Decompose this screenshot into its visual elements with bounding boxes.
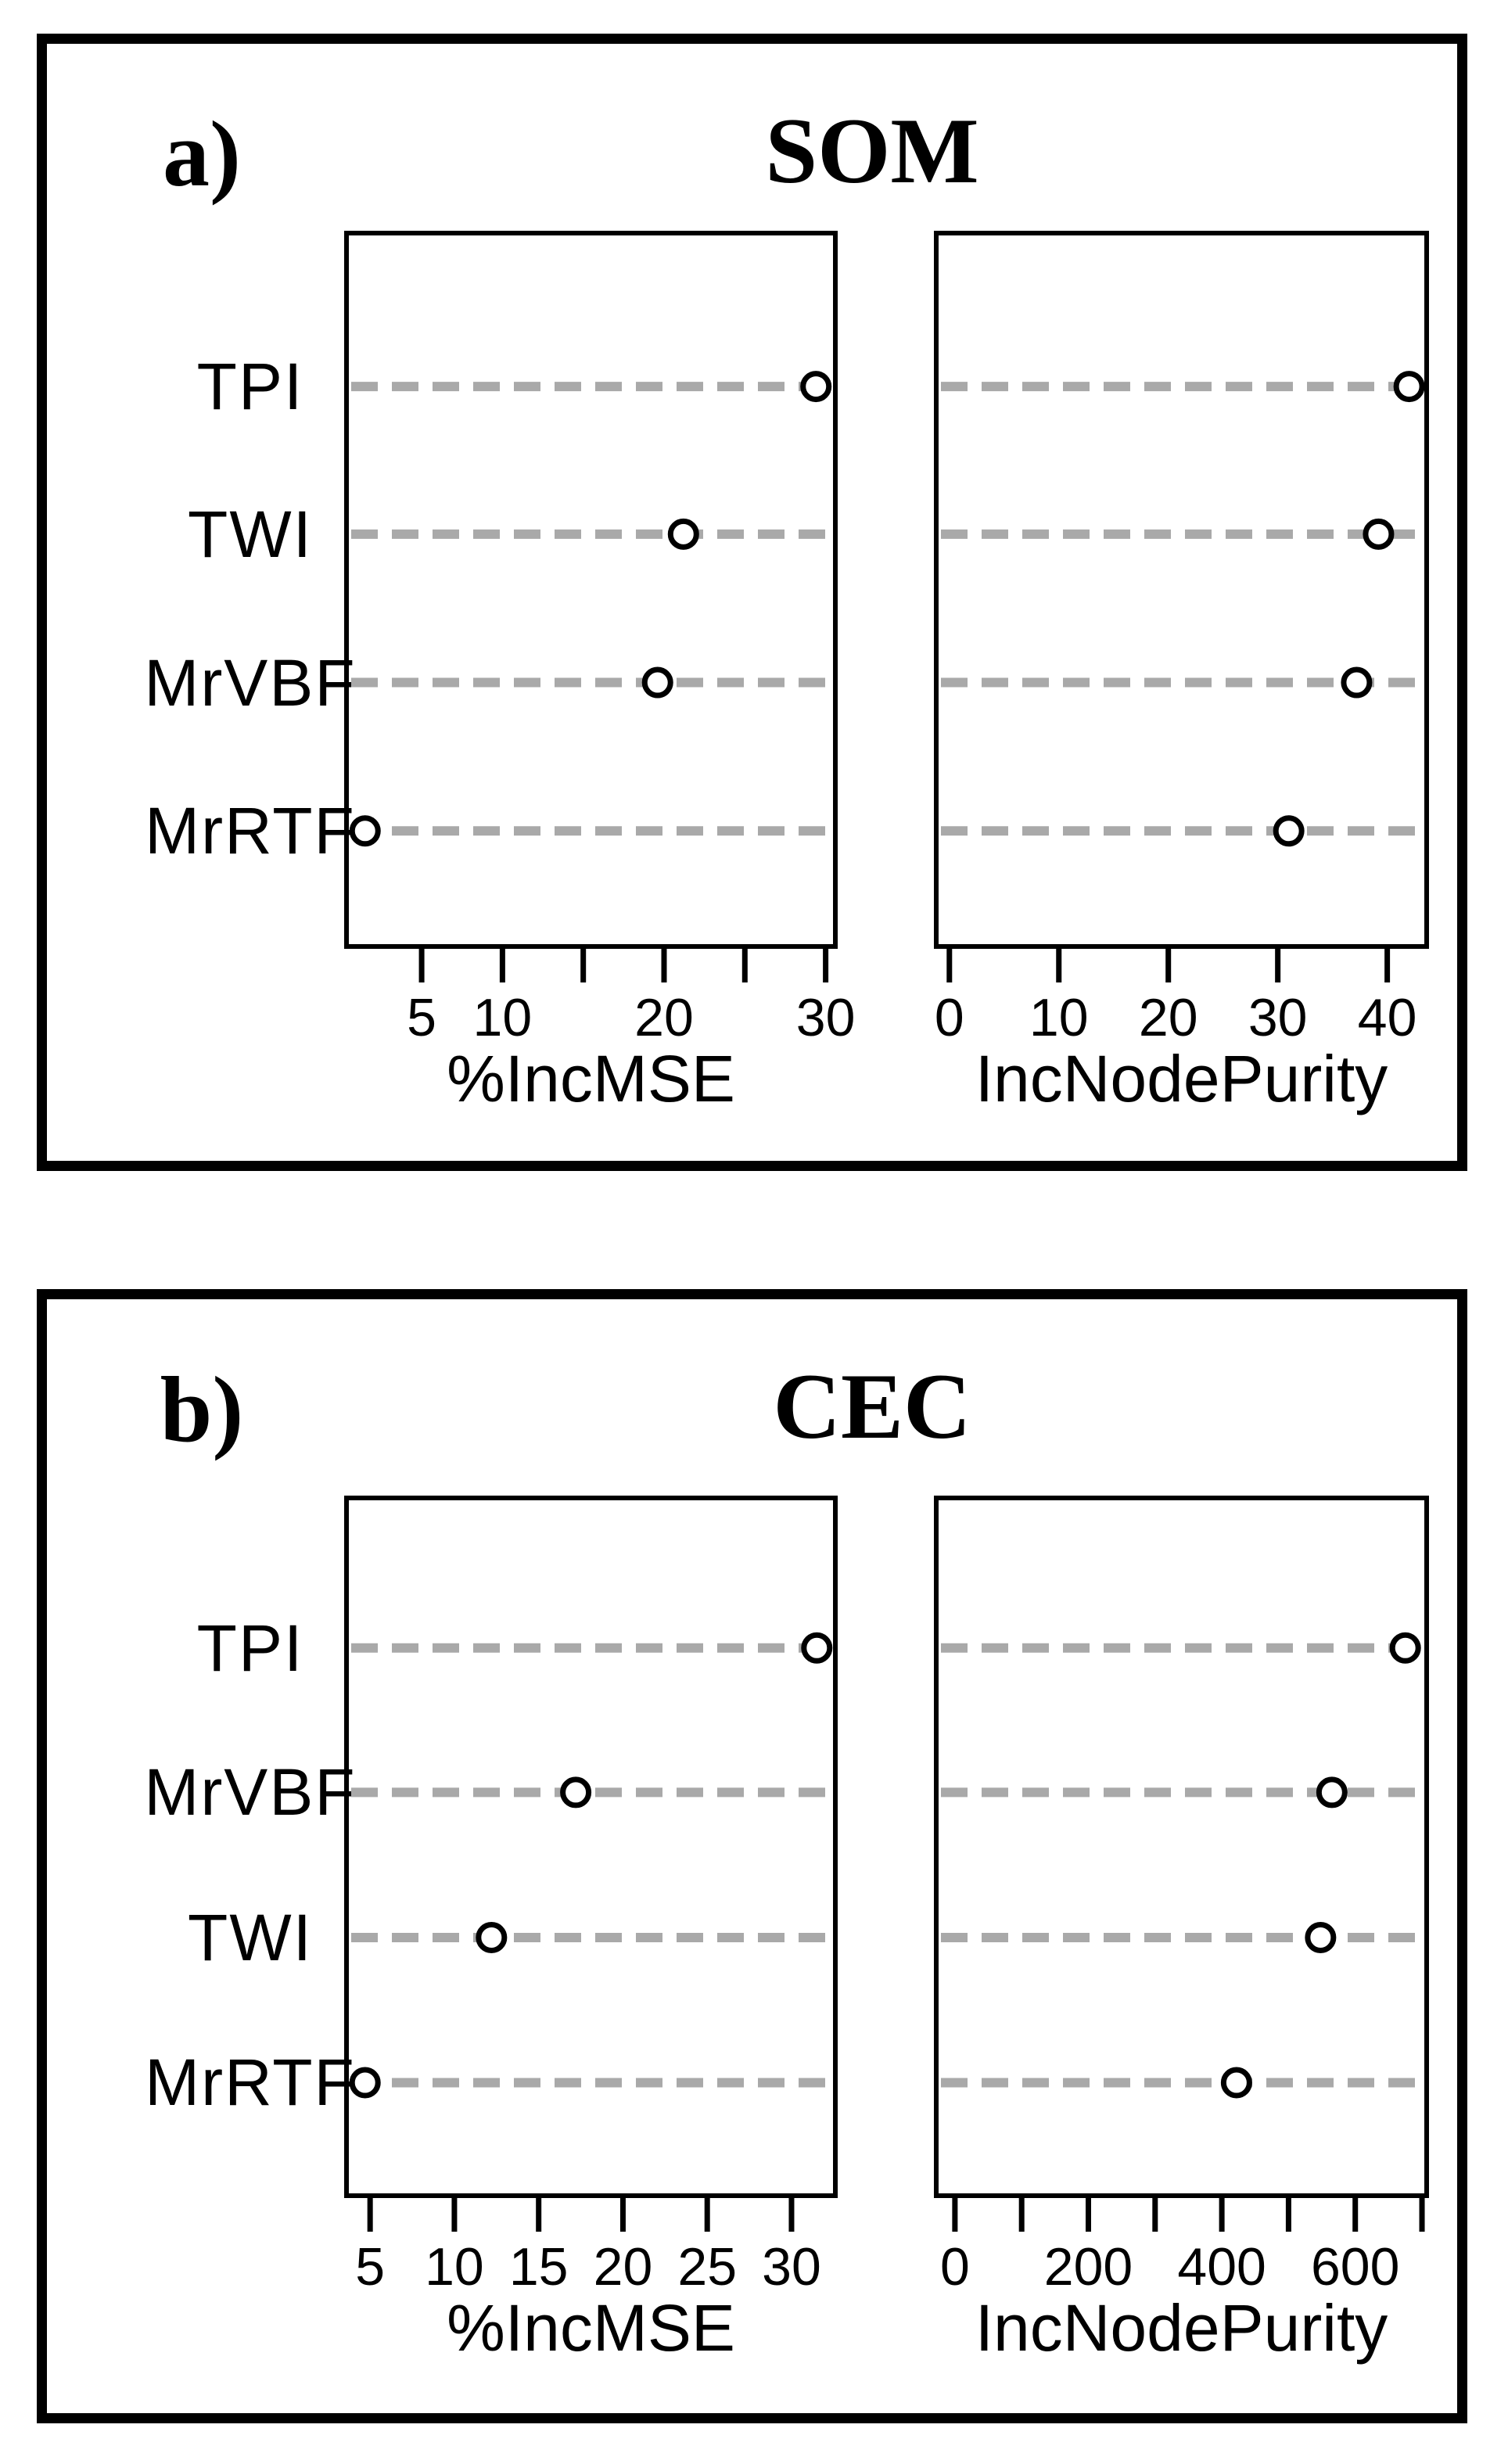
data-point-TPI bbox=[1393, 371, 1425, 403]
panel-b-letter: b) bbox=[160, 1357, 244, 1461]
data-point-TPI bbox=[800, 371, 832, 403]
data-point-MrRTF bbox=[349, 815, 381, 847]
data-point-MrVBF bbox=[1316, 1776, 1348, 1808]
data-point-TWI bbox=[1305, 1921, 1337, 1953]
panel-b-title: CEC bbox=[773, 1354, 971, 1458]
x-tick-label: 25 bbox=[677, 2237, 737, 2297]
row-label-b-0: TPI bbox=[196, 1611, 304, 1685]
plot-box bbox=[934, 231, 1429, 949]
x-tick-label: 15 bbox=[509, 2237, 569, 2297]
x-tick-label: 30 bbox=[762, 2237, 821, 2297]
dot-chart-b-0: 5 10 15 20 25 30 %IncMSE bbox=[344, 1496, 838, 2365]
row-label-a-3: MrRTF bbox=[145, 794, 356, 868]
x-tick-label: 5 bbox=[355, 2237, 385, 2297]
x-tick-label: 600 bbox=[1311, 2237, 1399, 2297]
panel-a-title: SOM bbox=[765, 99, 979, 203]
x-tick-label: 20 bbox=[1139, 988, 1198, 1047]
x-tick-label: 0 bbox=[935, 988, 964, 1047]
data-point-MrVBF bbox=[1341, 666, 1373, 699]
x-axis-title: %IncMSE bbox=[447, 1042, 735, 1115]
row-label-b-1: MrVBF bbox=[144, 1755, 357, 1830]
plot-box bbox=[344, 231, 838, 949]
x-tick-label: 5 bbox=[407, 988, 436, 1047]
row-label-a-0: TPI bbox=[196, 350, 304, 424]
row-label-b-3: MrRTF bbox=[145, 2046, 356, 2120]
data-point-MrRTF bbox=[1220, 2067, 1252, 2099]
x-axis-title: %IncMSE bbox=[447, 2291, 735, 2365]
data-point-TWI bbox=[1363, 518, 1395, 550]
x-tick-label: 20 bbox=[594, 2237, 653, 2297]
panel-a-border bbox=[37, 34, 1467, 1171]
data-point-MrRTF bbox=[1273, 815, 1305, 847]
row-label-a-1: TWI bbox=[188, 497, 313, 571]
x-tick-label: 10 bbox=[1029, 988, 1089, 1047]
x-tick-label: 200 bbox=[1044, 2237, 1133, 2297]
x-tick-label: 30 bbox=[796, 988, 856, 1047]
plot-box bbox=[344, 1496, 838, 2198]
data-point-MrVBF bbox=[641, 666, 673, 699]
x-tick-label: 30 bbox=[1248, 988, 1308, 1047]
x-tick-label: 10 bbox=[473, 988, 533, 1047]
data-point-MrRTF bbox=[349, 2067, 381, 2099]
panel-a-letter: a) bbox=[163, 102, 241, 206]
x-tick-label: 400 bbox=[1177, 2237, 1266, 2297]
row-label-a-2: MrVBF bbox=[144, 645, 357, 720]
x-tick-label: 10 bbox=[425, 2237, 484, 2297]
x-tick-label: 20 bbox=[634, 988, 694, 1047]
data-point-TWI bbox=[476, 1921, 508, 1953]
data-point-TWI bbox=[667, 518, 699, 550]
plot-box bbox=[934, 1496, 1429, 2198]
data-point-TPI bbox=[1389, 1632, 1421, 1664]
x-tick-label: 0 bbox=[940, 2237, 970, 2297]
row-label-b-2: TWI bbox=[188, 1900, 313, 1974]
dot-chart-a-0: 5 10 20 30 %IncMSE bbox=[344, 231, 856, 1115]
data-point-MrVBF bbox=[560, 1776, 592, 1808]
data-point-TPI bbox=[801, 1632, 833, 1664]
x-tick-label: 40 bbox=[1358, 988, 1417, 1047]
panel-b-border bbox=[37, 1289, 1467, 2423]
x-axis-title: IncNodePurity bbox=[975, 2291, 1388, 2365]
x-axis-title: IncNodePurity bbox=[975, 1042, 1388, 1115]
